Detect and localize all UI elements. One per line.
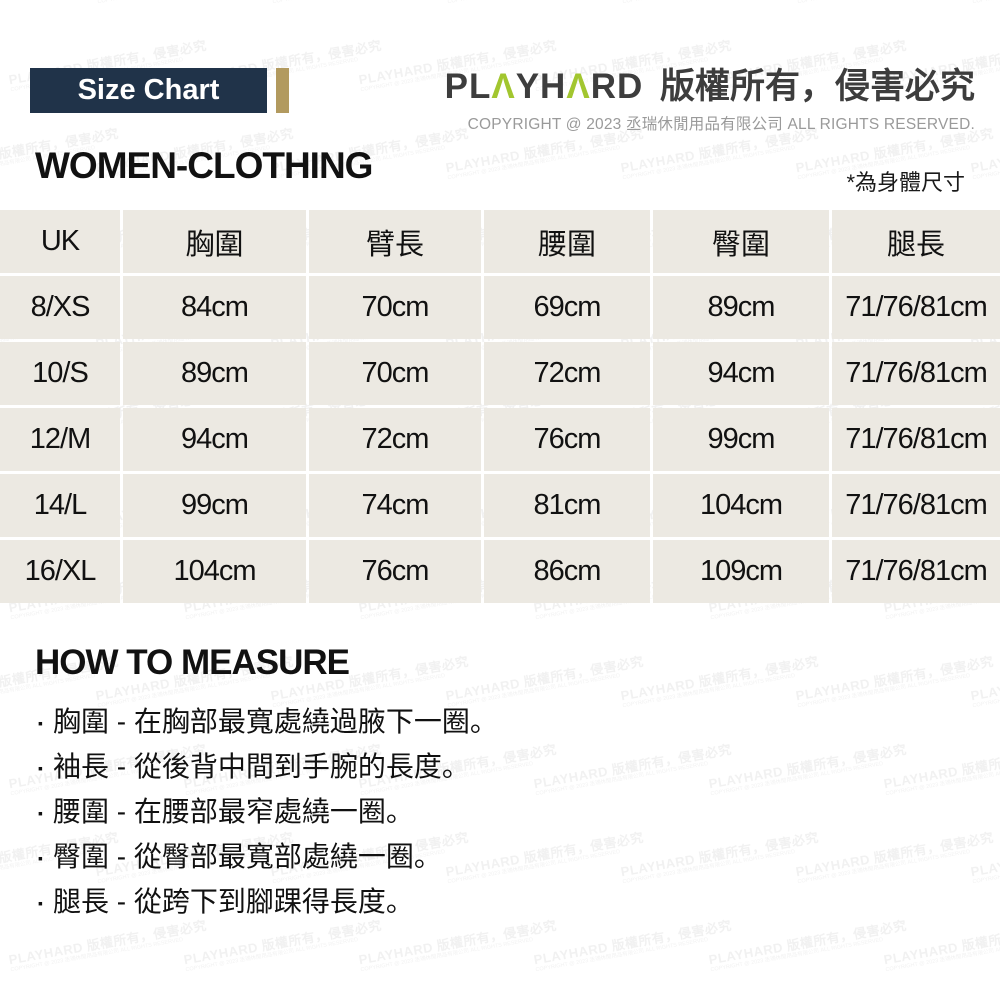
bullet-icon: ▪ [38,715,43,731]
brand-line: PLΛYHΛRD 版權所有，侵害必究 [445,58,975,109]
table-cell: 76cm [484,408,650,471]
table-cell: 71/76/81cm [832,408,1000,471]
table-cell: 89cm [653,276,829,339]
measure-item-text: 腰圍 - 在腰部最窄處繞一圈。 [52,796,414,827]
bullet-icon: ▪ [38,850,43,866]
table-cell: 84cm [123,276,306,339]
measure-item: ▪ 胸圍 - 在胸部最寬處繞過腋下一圈。 [38,700,498,745]
table-cell: 70cm [309,342,481,405]
table-cell: 89cm [123,342,306,405]
measure-item-text: 腿長 - 從跨下到腳踝得長度。 [52,886,414,917]
table-cell: 71/76/81cm [832,342,1000,405]
logo-letter: YH [515,67,567,106]
bullet-icon: ▪ [38,805,43,821]
measure-item: ▪ 袖長 - 從後背中間到手腕的長度。 [38,745,498,790]
logo-letter: Λ [566,67,591,106]
table-cell: 94cm [123,408,306,471]
table-cell: 76cm [309,540,481,603]
bullet-icon: ▪ [38,760,43,776]
brand-claim: 版權所有，侵害必究 [659,67,975,106]
table-cell: 104cm [123,540,306,603]
table-cell: 104cm [653,474,829,537]
table-cell: 81cm [484,474,650,537]
table-cell: 71/76/81cm [832,474,1000,537]
gold-accent-bar [276,68,289,113]
table-cell: 109cm [653,540,829,603]
measure-list: ▪ 胸圍 - 在胸部最寬處繞過腋下一圈。 ▪ 袖長 - 從後背中間到手腕的長度。 ▪ 腰圍… [38,700,498,925]
table-cell: 99cm [123,474,306,537]
size-table: UK 胸圍 臂長 腰圍 臀圍 腿長 8/XS 84cm 70cm 69cm 89cm 71/76/81… [0,210,1000,603]
logo-letter: RD [590,67,644,106]
measure-item-text: 胸圍 - 在胸部最寬處繞過腋下一圈。 [52,706,498,737]
brand-block: PLΛYHΛRD 版權所有，侵害必究 COPYRIGHT @ 2023 丞瑞休閒… [445,58,975,134]
measure-item: ▪ 腰圍 - 在腰部最窄處繞一圈。 [38,790,498,835]
size-chart-badge: Size Chart [30,68,267,113]
table-cell: 74cm [309,474,481,537]
logo-letter: PL [444,67,492,106]
table-cell: 71/76/81cm [832,540,1000,603]
column-header: 臂長 [309,210,481,273]
playhard-logo: PLΛYHΛRD [445,67,644,106]
column-header: 腰圍 [484,210,650,273]
body-size-note: *為身體尺寸 [846,170,965,195]
column-header: UK [0,210,120,273]
measure-item: ▪ 臀圍 - 從臀部最寬部處繞一圈。 [38,835,498,880]
brand-copyright: COPYRIGHT @ 2023 丞瑞休閒用品有限公司 ALL RIGHTS R… [467,116,975,133]
table-cell: 72cm [484,342,650,405]
column-header: 臀圍 [653,210,829,273]
table-cell: 10/S [0,342,120,405]
section-title: WOMEN-CLOTHING [35,145,373,186]
table-cell: 86cm [484,540,650,603]
table-cell: 70cm [309,276,481,339]
table-cell: 16/XL [0,540,120,603]
table-cell: 12/M [0,408,120,471]
how-to-measure-title: HOW TO MEASURE [35,643,350,682]
table-cell: 8/XS [0,276,120,339]
measure-item: ▪ 腿長 - 從跨下到腳踝得長度。 [38,880,498,925]
column-header: 胸圍 [123,210,306,273]
measure-item-text: 臀圍 - 從臀部最寬部處繞一圈。 [52,841,442,872]
table-cell: 99cm [653,408,829,471]
measure-item-text: 袖長 - 從後背中間到手腕的長度。 [52,751,470,782]
table-cell: 14/L [0,474,120,537]
table-cell: 71/76/81cm [832,276,1000,339]
table-cell: 72cm [309,408,481,471]
bullet-icon: ▪ [38,895,43,911]
column-header: 腿長 [832,210,1000,273]
size-chart-label: Size Chart [77,74,220,106]
table-cell: 69cm [484,276,650,339]
logo-letter: Λ [491,67,516,106]
table-cell: 94cm [653,342,829,405]
